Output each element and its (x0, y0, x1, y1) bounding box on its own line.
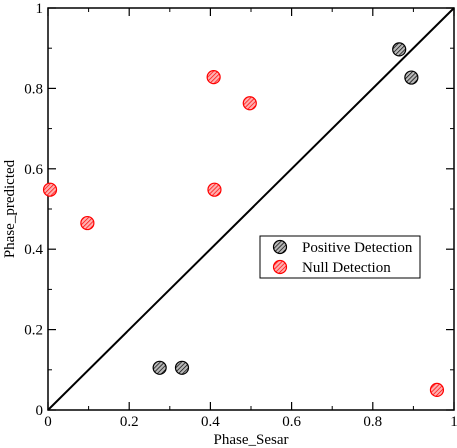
y-tick-label: 0.4 (24, 242, 43, 258)
x-tick-label: 1 (450, 414, 457, 430)
positive-detection-point (174, 360, 190, 375)
x-tick-label: 0.2 (120, 414, 139, 430)
legend-box (259, 235, 421, 279)
positive-detection-point (404, 70, 419, 85)
x-tick-label: 0 (44, 414, 52, 430)
x-tick-label: 0.6 (282, 414, 301, 430)
x-axis-title: Phase_Sesar (214, 432, 289, 448)
null-detection-point (242, 96, 257, 111)
null-detection-point (80, 215, 95, 231)
legend-label: Null Detection (302, 260, 391, 276)
x-tick-label: 0.4 (201, 414, 220, 430)
null-detection-point (42, 182, 58, 197)
positive-detection-point (152, 360, 167, 375)
legend-marker (272, 259, 288, 275)
data-points (42, 42, 445, 397)
y-tick-label: 1 (36, 1, 44, 17)
positive-detection-point (392, 42, 407, 57)
plot-area (47, 7, 455, 411)
null-detection-point (207, 182, 222, 197)
x-tick-label: 0.8 (363, 414, 382, 430)
y-axis: 0 0.2 0.4 0.6 0.8 1 (24, 1, 454, 419)
y-tick-label: 0.6 (24, 162, 43, 178)
legend-label: Positive Detection (302, 240, 413, 256)
y-tick-label: 0.2 (24, 323, 43, 339)
null-detection-point (206, 70, 221, 85)
y-tick-label: 0.8 (24, 81, 43, 97)
y-tick-label: 0 (36, 403, 44, 419)
null-detection-point (429, 382, 445, 397)
legend-marker (272, 239, 288, 255)
y-axis-title: Phase_predicted (2, 159, 18, 258)
reference-diagonal-line (47, 7, 455, 411)
x-axis: 0 0.2 0.4 0.6 0.8 1 (44, 8, 457, 430)
legend: Positive Detection Null Detection (259, 235, 421, 279)
